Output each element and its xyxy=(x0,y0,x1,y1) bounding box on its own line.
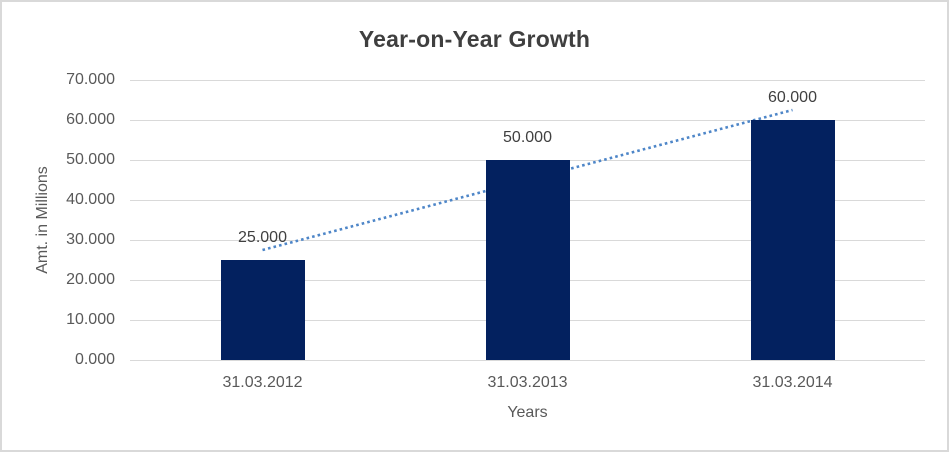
y-tick-label: 60.000 xyxy=(66,111,115,128)
bar[interactable] xyxy=(750,120,835,360)
x-tick-label: 31.03.2014 xyxy=(752,374,833,391)
gridline xyxy=(130,359,925,361)
y-tick-label: 50.000 xyxy=(66,151,115,168)
y-tick-label: 10.000 xyxy=(66,311,115,328)
gridline xyxy=(130,79,925,81)
y-tick-label: 30.000 xyxy=(66,231,115,248)
y-tick-label: 70.000 xyxy=(66,71,115,88)
bar[interactable] xyxy=(485,160,570,360)
y-tick-label: 0.000 xyxy=(74,351,115,368)
x-tick-label: 31.03.2013 xyxy=(487,374,568,391)
chart-title: Year-on-Year Growth xyxy=(358,26,591,52)
gridline xyxy=(130,119,925,121)
y-tick-label: 20.000 xyxy=(66,271,115,288)
x-axis-title: Years xyxy=(507,404,548,421)
data-label: 60.000 xyxy=(768,89,817,106)
data-label: 50.000 xyxy=(503,129,552,146)
data-label: 25.000 xyxy=(238,229,287,246)
bar[interactable] xyxy=(220,260,305,360)
y-tick-label: 40.000 xyxy=(66,191,115,208)
x-tick-label: 31.03.2012 xyxy=(222,374,303,391)
